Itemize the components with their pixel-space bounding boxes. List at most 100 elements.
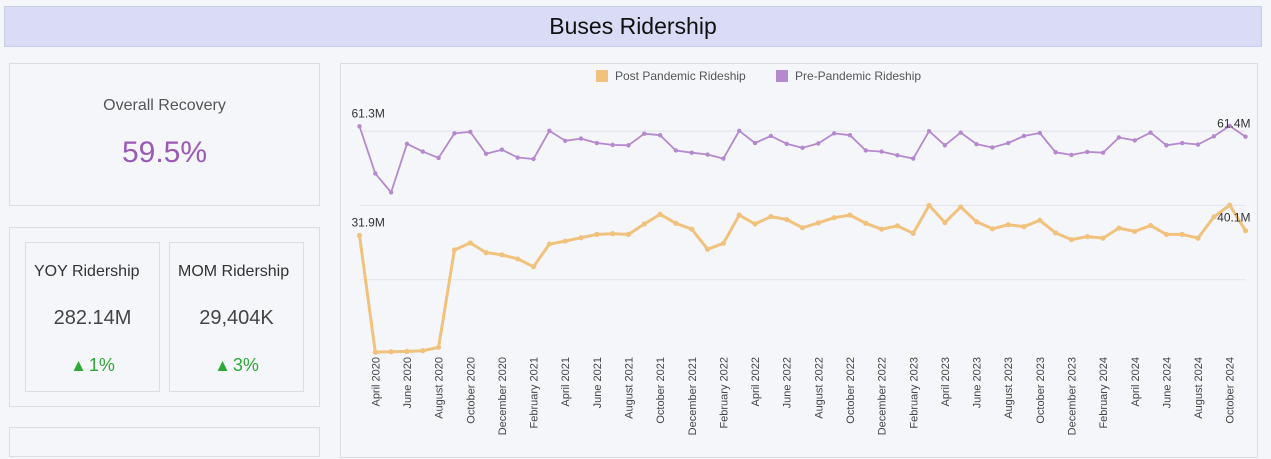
data-point [736,212,742,218]
overall-recovery-value: 59.5% [121,136,208,169]
data-point [973,219,980,225]
data-point [911,156,916,161]
data-point [926,202,932,209]
data-point [705,152,710,157]
x-tick-label: June 2022 [782,357,794,408]
data-point [1116,135,1122,140]
data-point [1132,228,1138,235]
x-tick-label: December 2023 [1067,357,1079,435]
data-point [768,133,774,139]
x-tick-label: February 2024 [1098,357,1110,429]
x-tick-label: June 2024 [1161,357,1173,408]
data-point [356,232,363,239]
data-point [1021,133,1027,139]
data-point [1211,214,1217,220]
data-point [499,147,505,152]
start-value-label: 61.3M [352,106,385,120]
x-tick-label: October 2022 [845,357,857,424]
legend-label: Pre-Pandemic Rideship [795,69,921,83]
end-value-label: 40.1M [1217,211,1250,225]
x-tick-label: June 2020 [402,357,414,408]
data-point [990,145,995,150]
data-point [515,155,520,160]
x-tick-label: December 2020 [497,357,509,435]
data-point [689,226,695,232]
start-value-label: 31.9M [352,216,385,230]
data-point [1100,235,1106,241]
data-point [546,241,552,247]
data-point [578,235,584,241]
x-tick-label: February 2023 [908,357,920,429]
data-point [1132,138,1137,143]
data-point [1116,225,1122,231]
data-point [404,141,410,146]
bottom-card [9,427,320,457]
overall-recovery-label: Overall Recovery [103,97,226,114]
data-point [1195,142,1201,147]
data-point [894,223,901,229]
x-tick-label: August 2020 [434,357,446,419]
data-point [799,225,806,231]
data-point [562,138,568,143]
data-point [879,226,885,232]
data-point [1195,235,1201,241]
data-point [768,213,774,220]
mom-change: ▲ 3% [170,355,303,376]
data-point [1069,152,1074,158]
data-point [1164,143,1169,148]
data-point [1242,228,1249,234]
data-point [942,219,948,226]
data-point [910,230,916,236]
data-point [388,349,394,355]
data-point [1053,150,1058,155]
data-point [578,136,584,141]
data-point [625,231,632,237]
triangle-up-icon: ▲ [214,356,231,375]
triangle-up-icon: ▲ [70,356,87,375]
data-point [452,131,457,136]
data-point [436,344,442,350]
data-point [942,143,948,148]
data-point [721,156,726,161]
data-point [594,231,600,237]
data-point [483,151,489,156]
mom-ridership-label: MOM Ridership [178,263,290,280]
data-point [642,131,647,136]
x-tick-label: October 2023 [1035,357,1047,424]
legend-label: Post Pandemic Rideship [615,69,746,83]
data-point [420,348,426,354]
data-point [1037,130,1043,136]
data-point [610,142,615,148]
data-point [704,246,711,252]
series-line [358,125,1247,194]
data-point [1037,217,1043,223]
data-point [530,264,537,270]
data-point [958,204,964,210]
dashboard-title-bar: Buses Ridership [4,6,1262,47]
data-point [1148,130,1153,135]
data-point [515,256,521,262]
data-point [752,140,758,146]
kpi-group-card: YOY Ridership 282.14M ▲ 1% MOM Ridership … [9,227,320,407]
data-point [373,171,378,176]
data-point [1005,222,1011,228]
data-point [1180,140,1185,146]
data-point [641,221,647,227]
data-point [926,128,932,134]
legend-swatch [596,70,608,82]
data-point [610,231,616,237]
data-point [689,150,694,155]
data-point [831,215,837,221]
data-point [420,149,425,154]
data-point [974,141,979,147]
data-point [816,141,821,146]
x-tick-label: April 2021 [560,357,572,407]
data-point [784,216,790,223]
data-point [1005,140,1011,146]
data-point [847,133,853,138]
data-point [1211,134,1217,139]
data-point [388,190,394,195]
data-point [958,130,963,135]
dashboard-title: Buses Ridership [549,13,717,39]
data-point [673,148,679,153]
